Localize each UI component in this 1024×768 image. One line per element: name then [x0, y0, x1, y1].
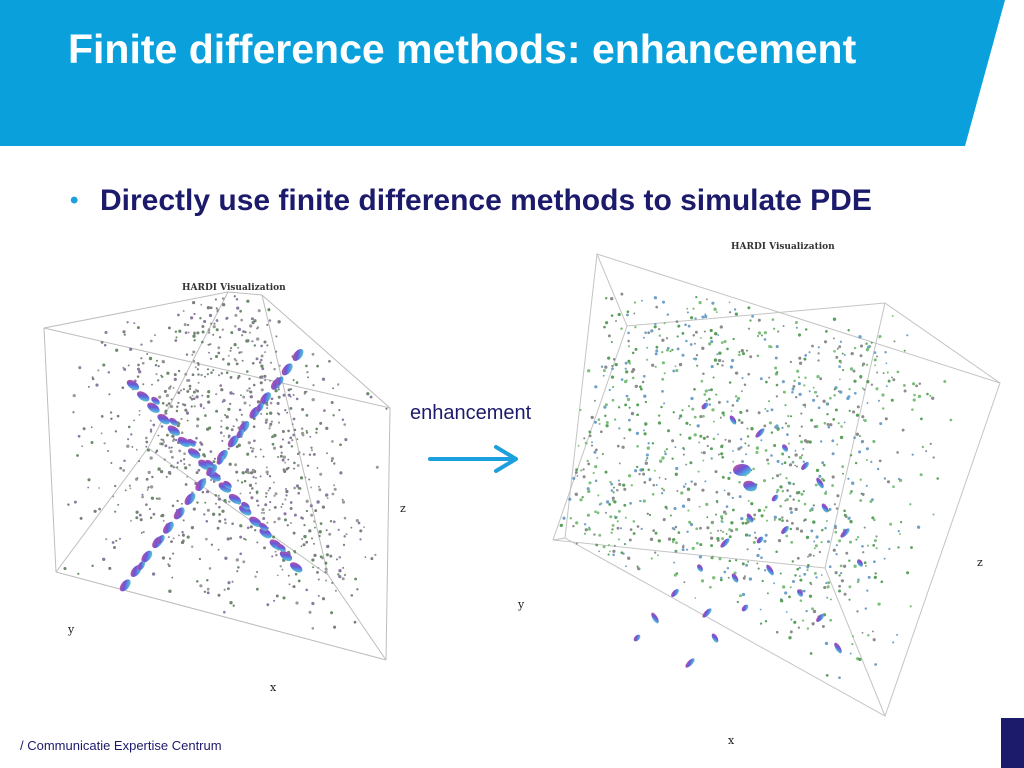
- hardi-plot-after: [552, 253, 1001, 717]
- axis-label-x-before: x: [270, 681, 277, 694]
- axis-label-z-before: z: [400, 502, 406, 515]
- glyph-grid: [559, 292, 953, 680]
- hardi-visualization-before: HARDI Visualization z y x: [38, 280, 418, 700]
- corner-block: [1001, 718, 1024, 768]
- slide-title: Finite difference methods: enhancement: [68, 26, 857, 72]
- bullet-dot-icon: •: [70, 187, 79, 214]
- axis-label-y-after: y: [518, 598, 525, 611]
- viz-title-before: HARDI Visualization: [182, 283, 286, 293]
- enhancement-label: enhancement: [410, 402, 532, 424]
- axis-label-x-after: x: [728, 734, 735, 747]
- bullet-item: • Directly use finite difference methods…: [70, 182, 910, 220]
- enhancement-arrow-icon: [428, 444, 524, 479]
- axis-label-y-before: y: [68, 623, 75, 636]
- header-shape: [0, 0, 1005, 146]
- header-band: [0, 0, 1024, 146]
- footer-text: / Communicatie Expertise Centrum: [20, 738, 222, 753]
- hardi-plot-before: [43, 291, 391, 661]
- glyph-grid: [63, 295, 388, 630]
- hardi-visualization-after: HARDI Visualization z y x: [518, 238, 1010, 748]
- viz-title-after: HARDI Visualization: [731, 242, 835, 252]
- bullet-text: Directly use finite difference methods t…: [100, 184, 872, 217]
- axis-label-z-after: z: [977, 556, 983, 569]
